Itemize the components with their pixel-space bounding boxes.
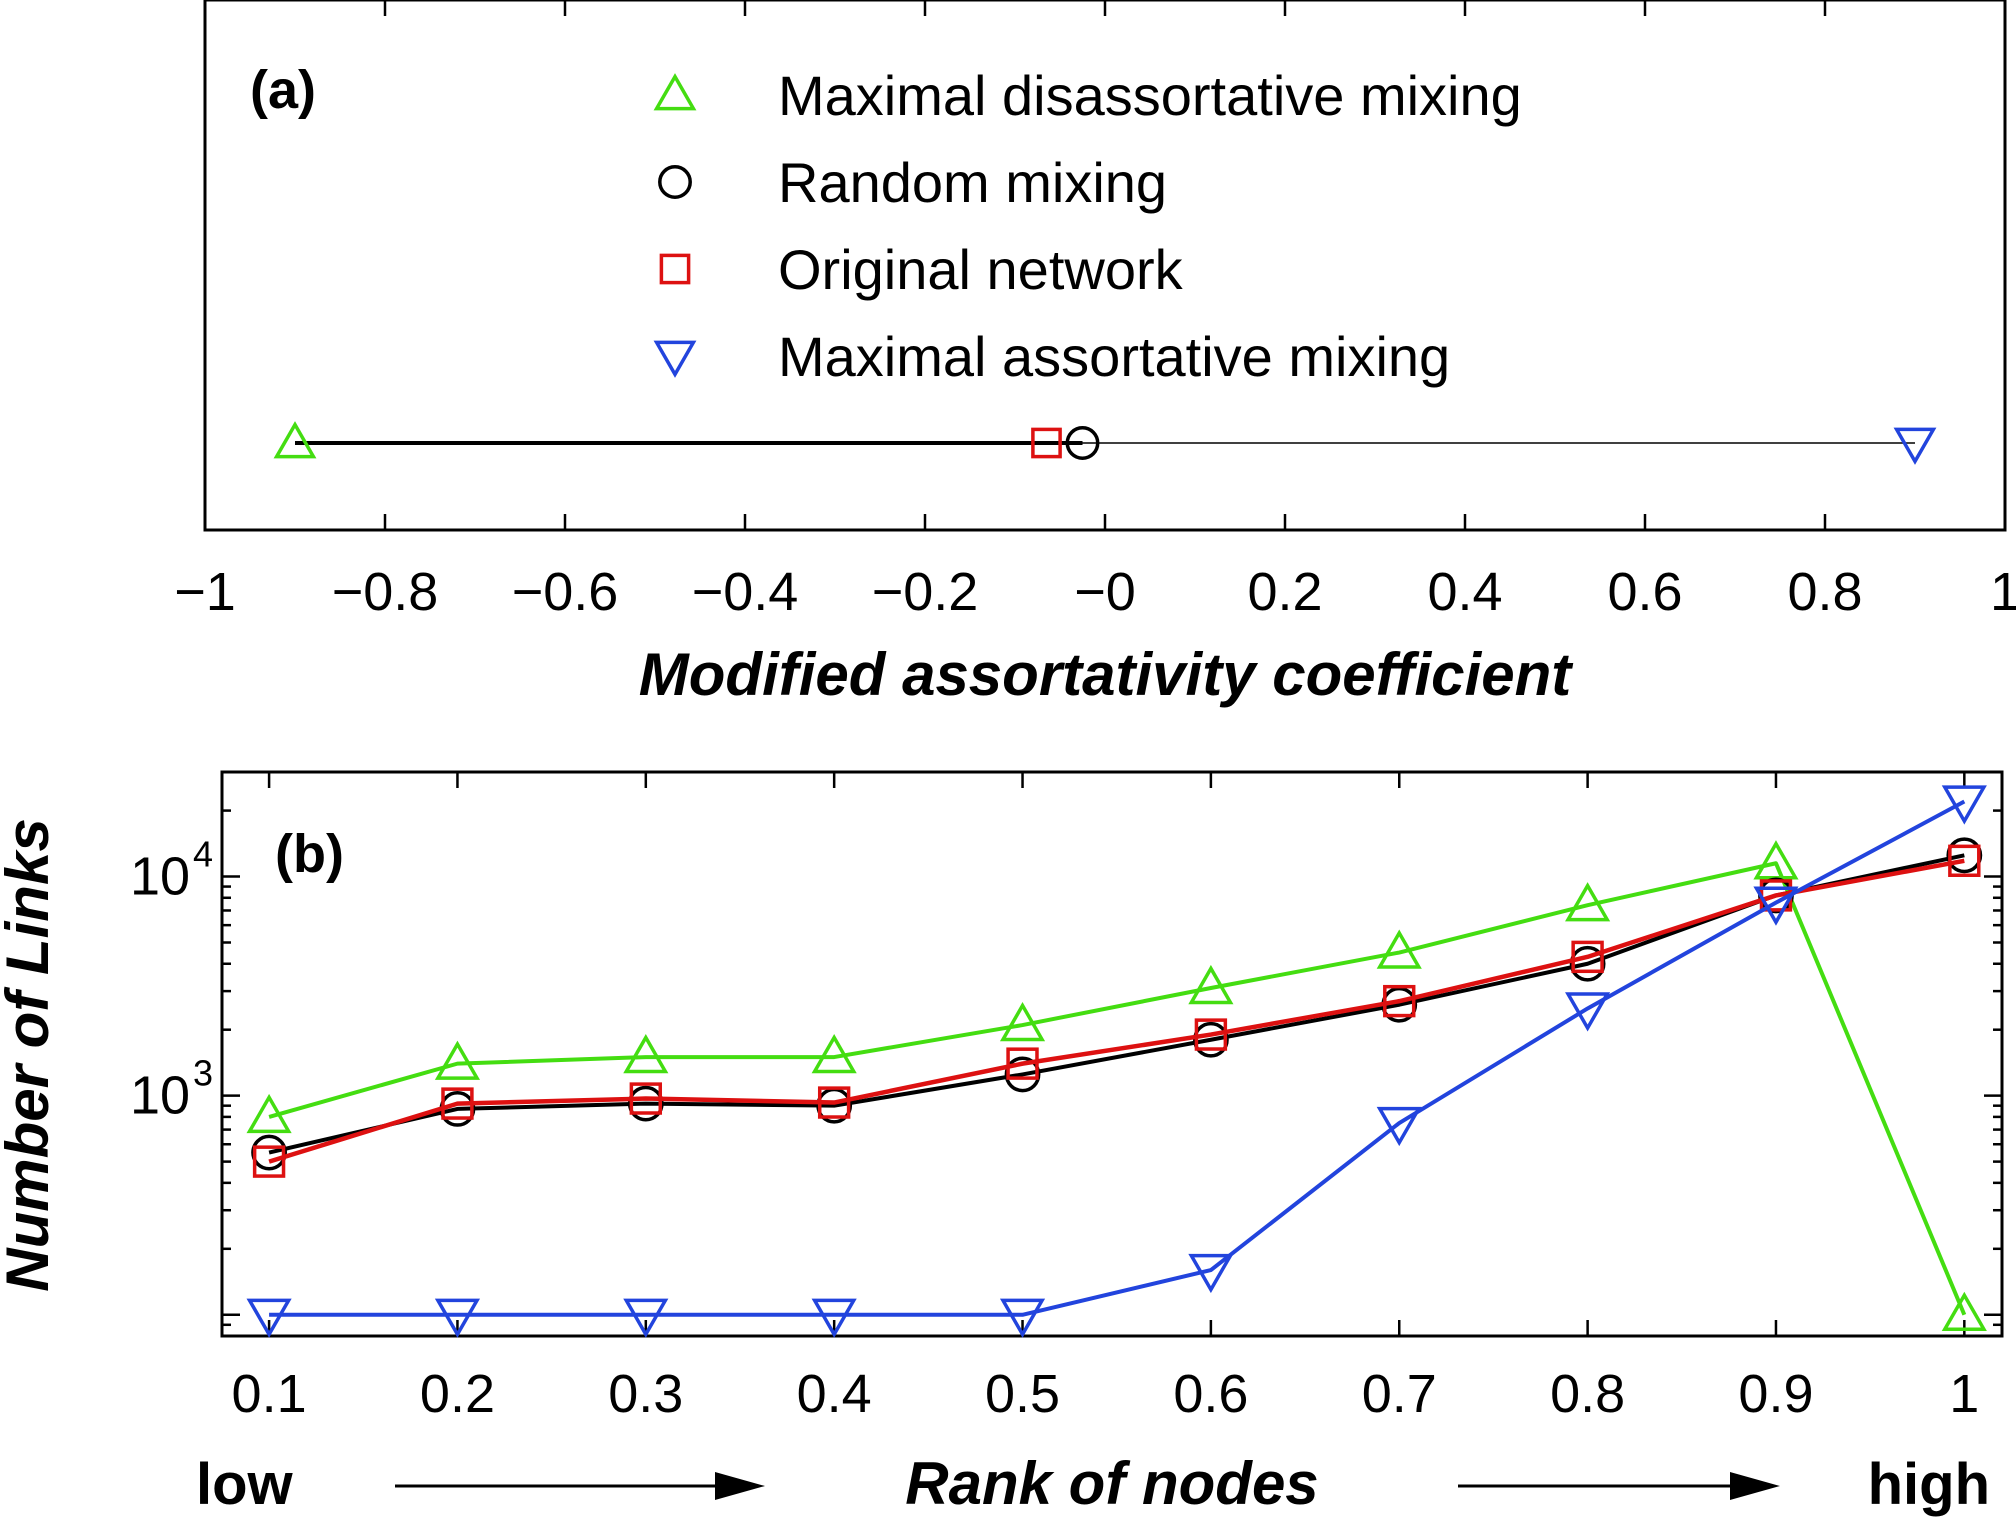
data-point bbox=[1188, 1253, 1234, 1294]
x-tick-label: 0.4 bbox=[797, 1364, 872, 1424]
data-point bbox=[623, 1034, 669, 1074]
x-tick-label: 0.5 bbox=[985, 1364, 1060, 1424]
x-tick-label: 0.4 bbox=[1427, 562, 1502, 622]
data-point bbox=[1383, 984, 1416, 1018]
panel-b-plot bbox=[246, 785, 1987, 1338]
panel-a-legend: Maximal disassortative mixing Random mixi… bbox=[653, 64, 1522, 388]
panel-b-axes-box bbox=[220, 770, 2004, 1338]
panel-b-tag: (b) bbox=[275, 824, 344, 884]
x-tick-label: −0.2 bbox=[872, 562, 979, 622]
data-point bbox=[999, 1001, 1046, 1042]
legend-label: Maximal assortative mixing bbox=[778, 325, 1450, 388]
data-point bbox=[1948, 844, 1981, 877]
legend-marker bbox=[659, 253, 691, 285]
data-point bbox=[273, 421, 317, 459]
x-tick-label: 0.6 bbox=[1607, 562, 1682, 622]
data-point bbox=[1376, 929, 1422, 969]
panel-b-x-label-low: low bbox=[196, 1452, 294, 1517]
y-tick-label: 10 bbox=[130, 847, 190, 907]
x-tick-label: 0.2 bbox=[420, 1364, 495, 1424]
x-tick-label: 0.7 bbox=[1362, 1364, 1437, 1424]
data-point bbox=[434, 1040, 481, 1080]
panel-a-x-ticks: −1 −0.8 −0.6 −0.4 −0.2 −0 0.2 0.4 0.6 0.8 1 bbox=[174, 0, 2016, 622]
series-line bbox=[268, 861, 1967, 1316]
panel-a: (a) Maximal disassortative mixing Random … bbox=[174, 0, 2016, 708]
panel-a-x-axis-label: Modified assortativity coefficient bbox=[639, 641, 1574, 708]
data-point bbox=[434, 1298, 481, 1338]
data-point bbox=[1941, 785, 1987, 825]
data-point bbox=[999, 1298, 1046, 1338]
panel-a-plot bbox=[273, 421, 1937, 465]
panel-b-x-label-high: high bbox=[1868, 1452, 1990, 1517]
x-tick-label: 0.8 bbox=[1787, 562, 1862, 622]
data-point bbox=[629, 1082, 663, 1115]
panel-b-y-axis-label: Number of Links bbox=[0, 818, 61, 1291]
data-point bbox=[817, 1086, 851, 1119]
data-point bbox=[1006, 1047, 1039, 1080]
x-tick-label: −0 bbox=[1074, 562, 1136, 622]
x-tick-label: −0.4 bbox=[692, 562, 799, 622]
data-point bbox=[1941, 1291, 1987, 1331]
data-point bbox=[1946, 837, 1983, 874]
legend-marker bbox=[658, 165, 692, 199]
data-point bbox=[1065, 426, 1100, 460]
data-point bbox=[1565, 882, 1611, 922]
data-point bbox=[811, 1034, 857, 1074]
legend-label: Original network bbox=[778, 238, 1184, 301]
data-point bbox=[623, 1298, 669, 1338]
y-tick-exponent: 4 bbox=[193, 834, 213, 875]
data-point bbox=[246, 1093, 292, 1134]
series-line bbox=[269, 799, 1966, 1317]
arrow-head-left bbox=[715, 1472, 765, 1500]
x-tick-label: −1 bbox=[174, 562, 236, 622]
x-tick-label: 0.6 bbox=[1173, 1364, 1248, 1424]
panel-a-tag: (a) bbox=[250, 60, 316, 120]
y-tick-exponent: 3 bbox=[193, 1053, 213, 1094]
data-point bbox=[1376, 1106, 1422, 1147]
data-point bbox=[252, 1145, 286, 1178]
series-line bbox=[268, 858, 1965, 1164]
y-tick-label: 10 bbox=[130, 1066, 190, 1126]
data-point bbox=[1893, 427, 1937, 465]
x-tick-label: −0.8 bbox=[332, 562, 439, 622]
x-tick-label: 1 bbox=[1990, 562, 2016, 622]
series-line bbox=[268, 853, 1965, 1155]
data-point bbox=[441, 1087, 474, 1120]
data-point bbox=[1565, 992, 1611, 1032]
x-tick-label: 0.1 bbox=[232, 1364, 307, 1424]
data-point bbox=[1753, 840, 1799, 880]
data-point bbox=[1031, 427, 1062, 459]
x-tick-label: 0.2 bbox=[1247, 562, 1322, 622]
data-point bbox=[1571, 940, 1604, 974]
data-point bbox=[1188, 964, 1234, 1005]
x-tick-label: 0.9 bbox=[1738, 1364, 1813, 1424]
arrow-head-right bbox=[1730, 1472, 1780, 1500]
x-tick-label: 1 bbox=[1949, 1364, 1979, 1424]
x-tick-label: 0.8 bbox=[1550, 1364, 1625, 1424]
data-point bbox=[811, 1298, 857, 1338]
legend-label: Random mixing bbox=[778, 151, 1167, 214]
legend-label: Maximal disassortative mixing bbox=[778, 64, 1522, 127]
data-point bbox=[1753, 886, 1799, 926]
data-point bbox=[246, 1298, 292, 1338]
data-point bbox=[1194, 1018, 1228, 1051]
legend-marker bbox=[653, 73, 697, 111]
legend-marker bbox=[653, 340, 697, 378]
panel-b-x-axis-label: Rank of nodes bbox=[905, 1450, 1318, 1517]
x-tick-label: −0.6 bbox=[512, 562, 619, 622]
x-tick-label: 0.3 bbox=[608, 1364, 683, 1424]
